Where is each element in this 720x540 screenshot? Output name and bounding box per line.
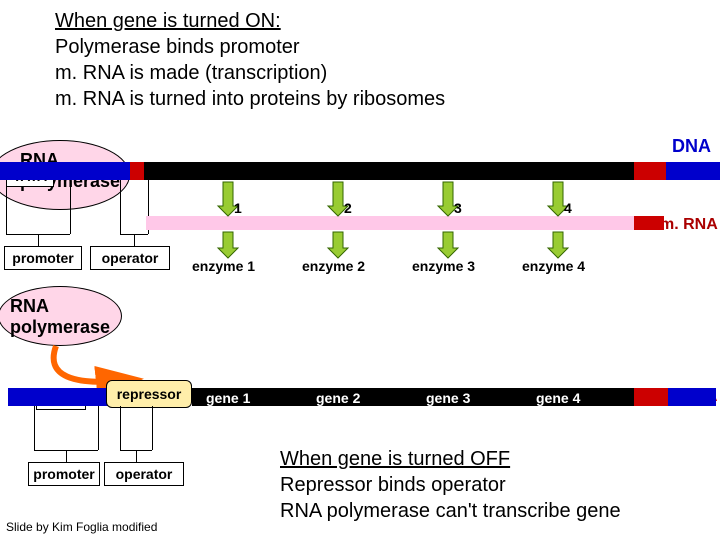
segment-number: 1 — [234, 200, 242, 216]
dna-segment — [130, 162, 144, 180]
heading-line-4: m. RNA is turned into proteins by riboso… — [55, 86, 445, 112]
enzyme-label: enzyme 3 — [412, 258, 475, 274]
bracket-line — [120, 406, 121, 450]
enzyme-label: enzyme 1 — [192, 258, 255, 274]
enzyme-label: enzyme 2 — [302, 258, 365, 274]
bracket-line — [134, 234, 135, 246]
heading-line-2: Polymerase binds promoter — [55, 34, 445, 60]
bracket-line — [38, 234, 39, 246]
heading-line-1: When gene is turned ON: — [55, 8, 445, 34]
promoter-label-top: promoter — [4, 246, 82, 270]
dna-segment — [144, 162, 634, 180]
bracket-line — [98, 406, 99, 450]
gene-label: gene 4 — [536, 390, 580, 406]
bracket-line — [120, 180, 121, 234]
gene-label: gene 2 — [316, 390, 360, 406]
dna-segment — [666, 162, 720, 180]
off-text-block: When gene is turned OFF Repressor binds … — [280, 446, 621, 524]
repressor-box: repressor — [106, 380, 192, 408]
enzyme-label: enzyme 4 — [522, 258, 585, 274]
segment-number: 2 — [344, 200, 352, 216]
operator-box-bottom: operator — [104, 462, 184, 486]
segment-number: 3 — [454, 200, 462, 216]
bracket-line — [6, 180, 7, 234]
polymerase-label-bottom: RNA polymerase — [10, 296, 110, 338]
off-line-1: When gene is turned OFF — [280, 446, 621, 472]
bracket-line — [66, 450, 67, 462]
dna-segment — [668, 388, 716, 406]
polymerase-label-bot-2: polymerase — [10, 317, 110, 338]
dna-segment — [0, 162, 130, 180]
dna-segment — [634, 162, 666, 180]
segment-number: 4 — [564, 200, 572, 216]
gene-label: gene 1 — [206, 390, 250, 406]
heading-block: When gene is turned ON: Polymerase binds… — [55, 8, 445, 112]
mrna-label: m. RNA — [660, 216, 718, 234]
off-line-3: RNA polymerase can't transcribe gene — [280, 498, 621, 524]
bracket-line — [136, 450, 137, 462]
dna-label-top: DNA — [672, 136, 711, 157]
gene-label: gene 3 — [426, 390, 470, 406]
off-line-1-text: When gene is turned OFF — [280, 448, 510, 470]
heading-line-3: m. RNA is made (transcription) — [55, 60, 445, 86]
dna-segment — [634, 388, 668, 406]
bracket-line — [70, 180, 71, 234]
bracket-line — [152, 406, 153, 450]
polymerase-label-bot-1: RNA — [10, 296, 110, 317]
credit-text: Slide by Kim Foglia modified — [6, 520, 157, 534]
off-line-2: Repressor binds operator — [280, 472, 621, 498]
promoter-label-bottom: promoter — [28, 462, 100, 486]
operator-box-top: operator — [90, 246, 170, 270]
bracket-line — [34, 406, 35, 450]
dna-segment — [8, 388, 108, 406]
mrna-segment — [634, 216, 664, 230]
